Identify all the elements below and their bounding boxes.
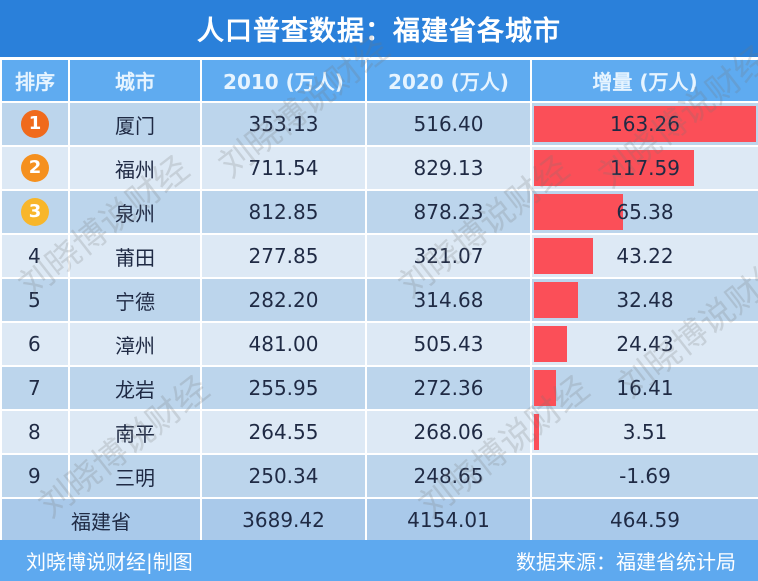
increase-cell: 65.38 [530, 189, 758, 235]
pop-2010-cell: 250.34 [200, 453, 367, 499]
footer: 刘晓博说财经|制图 数据来源：福建省统计局 [0, 540, 758, 581]
increase-value: 32.48 [616, 288, 674, 312]
pop-2010-cell: 711.54 [200, 145, 367, 191]
pop-2010-cell: 255.95 [200, 365, 367, 411]
increase-bar [534, 282, 579, 318]
pop-2020-cell: 505.43 [365, 321, 532, 367]
rank-cell: 8 [0, 409, 70, 455]
increase-cell: 24.43 [530, 321, 758, 367]
increase-bar [534, 106, 756, 142]
table-row: 5 宁德 282.20 314.68 32.48 [0, 277, 758, 323]
pop-2020-cell: 272.36 [365, 365, 532, 411]
rank-cell: 2 [0, 145, 70, 191]
increase-bar [534, 150, 694, 186]
increase-cell: 43.22 [530, 233, 758, 279]
table-row: 1 厦门 353.13 516.40 163.26 [0, 101, 758, 147]
city-cell: 泉州 [68, 189, 202, 235]
table-row: 9 三明 250.34 248.65 -1.69 [0, 453, 758, 499]
pop-2010-cell: 282.20 [200, 277, 367, 323]
rank-cell: 6 [0, 321, 70, 367]
increase-bar [534, 194, 623, 230]
increase-value: 16.41 [616, 376, 674, 400]
total-2010: 3689.42 [200, 497, 367, 543]
footer-credit: 刘晓博说财经|制图 [26, 550, 193, 574]
rank-cell: 5 [0, 277, 70, 323]
footer-source: 数据来源：福建省统计局 [516, 550, 736, 574]
pop-2020-cell: 248.65 [365, 453, 532, 499]
pop-2010-cell: 353.13 [200, 101, 367, 147]
increase-value: 3.51 [622, 420, 668, 444]
page-title: 人口普查数据：福建省各城市 [0, 0, 758, 57]
total-row: 福建省 3689.42 4154.01 464.59 [0, 497, 758, 543]
table-row: 7 龙岩 255.95 272.36 16.41 [0, 365, 758, 411]
table-row: 8 南平 264.55 268.06 3.51 [0, 409, 758, 455]
increase-value: 24.43 [616, 332, 674, 356]
pop-2010-cell: 277.85 [200, 233, 367, 279]
increase-cell: -1.69 [530, 453, 758, 499]
increase-value: -1.69 [619, 464, 671, 488]
rank-cell: 7 [0, 365, 70, 411]
city-cell: 三明 [68, 453, 202, 499]
rank-cell: 3 [0, 189, 70, 235]
increase-cell: 117.59 [530, 145, 758, 191]
rank-cell: 9 [0, 453, 70, 499]
increase-value: 65.38 [616, 200, 674, 224]
pop-2010-cell: 481.00 [200, 321, 367, 367]
increase-value: 117.59 [610, 156, 680, 180]
increase-cell: 32.48 [530, 277, 758, 323]
pop-2020-cell: 321.07 [365, 233, 532, 279]
pop-2010-cell: 812.85 [200, 189, 367, 235]
header-2010: 2010 (万人) [200, 58, 367, 103]
medal-icon: 2 [21, 154, 49, 182]
increase-cell: 163.26 [530, 101, 758, 147]
pop-2020-cell: 516.40 [365, 101, 532, 147]
increase-cell: 3.51 [530, 409, 758, 455]
city-cell: 龙岩 [68, 365, 202, 411]
table-row: 3 泉州 812.85 878.23 65.38 [0, 189, 758, 235]
rank-cell: 4 [0, 233, 70, 279]
header-row: 排序 城市 2010 (万人) 2020 (万人) 增量 (万人) [0, 58, 758, 103]
table-row: 2 福州 711.54 829.13 117.59 [0, 145, 758, 191]
table-row: 4 莆田 277.85 321.07 43.22 [0, 233, 758, 279]
rank-cell: 1 [0, 101, 70, 147]
city-cell: 福州 [68, 145, 202, 191]
pop-2020-cell: 314.68 [365, 277, 532, 323]
increase-bar [534, 326, 568, 362]
increase-bar [534, 238, 593, 274]
pop-2020-cell: 878.23 [365, 189, 532, 235]
header-rank: 排序 [0, 58, 70, 103]
header-2020: 2020 (万人) [365, 58, 532, 103]
pop-2010-cell: 264.55 [200, 409, 367, 455]
increase-bar [534, 370, 557, 406]
pop-2020-cell: 268.06 [365, 409, 532, 455]
increase-value: 163.26 [610, 112, 680, 136]
increase-value: 43.22 [616, 244, 674, 268]
table-row: 6 漳州 481.00 505.43 24.43 [0, 321, 758, 367]
total-2020: 4154.01 [365, 497, 532, 543]
city-cell: 莆田 [68, 233, 202, 279]
total-label: 福建省 [0, 497, 202, 543]
city-cell: 宁德 [68, 277, 202, 323]
medal-icon: 3 [21, 198, 49, 226]
increase-bar [534, 414, 539, 450]
header-increase: 增量 (万人) [530, 58, 758, 103]
total-increase: 464.59 [530, 497, 758, 543]
increase-cell: 16.41 [530, 365, 758, 411]
city-cell: 厦门 [68, 101, 202, 147]
header-city: 城市 [68, 58, 202, 103]
city-cell: 漳州 [68, 321, 202, 367]
pop-2020-cell: 829.13 [365, 145, 532, 191]
population-table: 排序 城市 2010 (万人) 2020 (万人) 增量 (万人) 1 厦门 35… [0, 58, 758, 543]
city-cell: 南平 [68, 409, 202, 455]
medal-icon: 1 [21, 110, 49, 138]
